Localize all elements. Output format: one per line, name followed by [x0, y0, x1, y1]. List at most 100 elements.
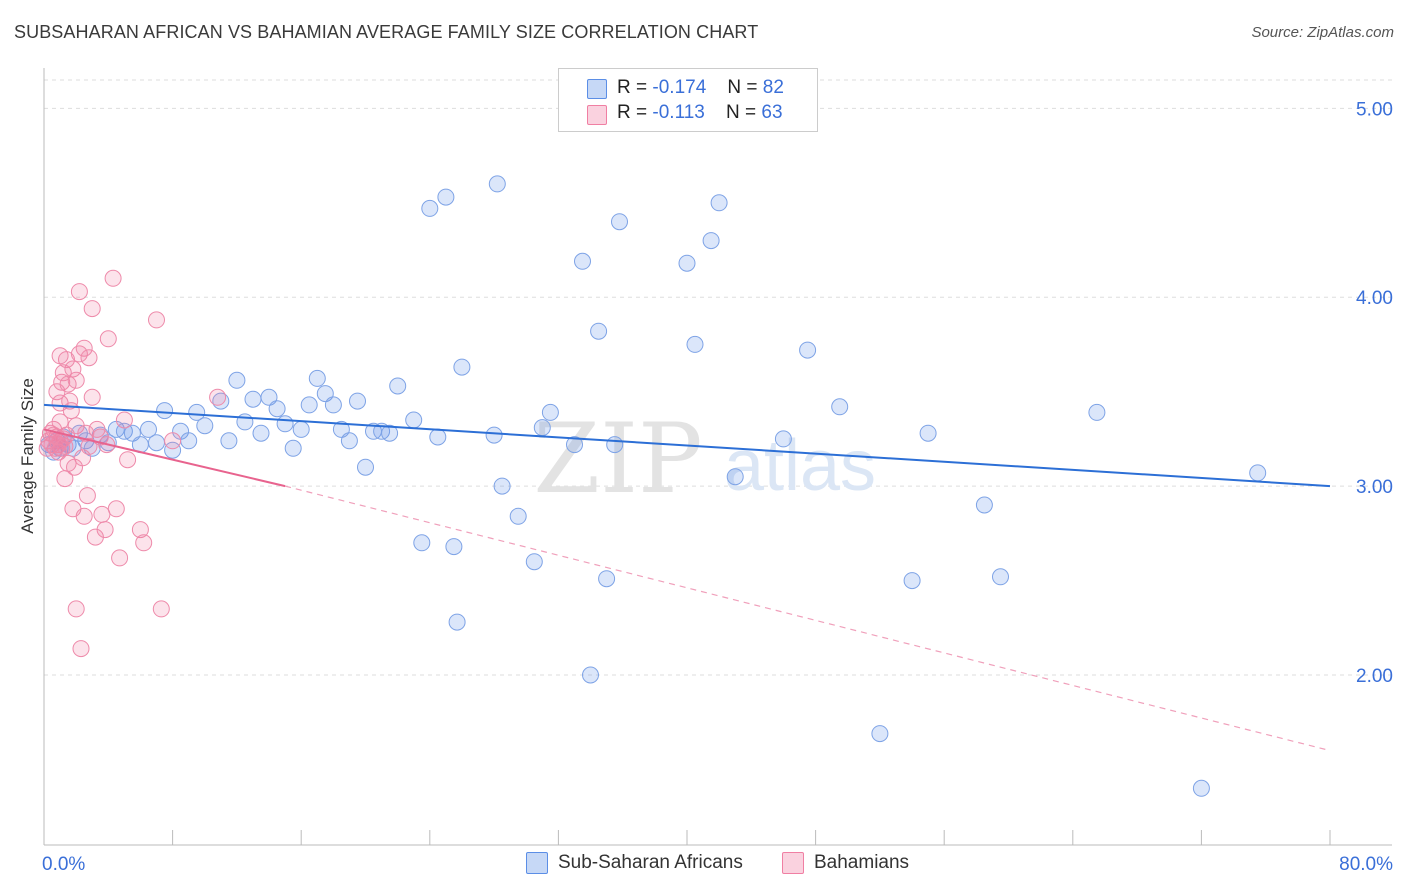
- subsaharan-point: [975, 496, 993, 514]
- bahamian-point: [148, 311, 165, 329]
- legend-row-subsaharan: R = -0.174 N = 82: [617, 77, 784, 99]
- subsaharan-point: [140, 420, 157, 438]
- bahamian-point: [77, 424, 95, 442]
- subsaharan-point: [357, 458, 374, 476]
- legend-n-label: N =: [727, 77, 758, 98]
- subsaharan-point: [1249, 464, 1267, 482]
- subsaharan-point: [774, 430, 792, 448]
- bahamian-point: [209, 388, 227, 406]
- y-tick-label: 4.00: [1356, 288, 1393, 309]
- bottom-legend-swatch-subsaharan: [526, 852, 548, 874]
- bahamian-point: [164, 432, 182, 450]
- subsaharan-point: [574, 252, 591, 270]
- legend-r-value: -0.174: [652, 77, 707, 98]
- bahamian-point: [96, 521, 114, 539]
- bahamian-point: [135, 534, 153, 552]
- subsaharan-point: [582, 666, 599, 684]
- watermark-zip: ZIP: [533, 403, 702, 515]
- bottom-legend-swatch-bahamian: [782, 852, 804, 874]
- subsaharan-point: [509, 507, 527, 525]
- legend-swatch-subsaharan: [587, 79, 607, 99]
- y-tick-label: 5.00: [1356, 99, 1393, 120]
- bahamian-point: [54, 364, 72, 382]
- subsaharan-point: [188, 403, 206, 421]
- bahamian-point: [75, 339, 93, 357]
- subsaharan-point: [156, 402, 174, 420]
- bahamian-point: [50, 443, 67, 461]
- subsaharan-point: [340, 432, 358, 450]
- source-label: Source: ZipAtlas.com: [1251, 24, 1394, 41]
- subsaharan-point: [284, 439, 302, 457]
- bahamian-point: [115, 411, 133, 429]
- subsaharan-point: [903, 572, 921, 590]
- x-tick-label: 0.0%: [42, 854, 85, 875]
- bahamian-point: [64, 360, 82, 378]
- subsaharan-point: [678, 254, 696, 272]
- bahamian-trend-extension: [284, 485, 1331, 752]
- subsaharan-point: [405, 411, 423, 429]
- subsaharan-point: [831, 398, 849, 416]
- subsaharan-point: [992, 568, 1009, 586]
- subsaharan-point: [437, 188, 455, 206]
- subsaharan-point: [220, 432, 238, 450]
- subsaharan-point: [324, 396, 342, 414]
- subsaharan-point: [590, 322, 608, 340]
- correlation-legend: R = -0.174 N = 82 R = -0.113 N = 63: [558, 68, 818, 132]
- bahamian-point: [72, 640, 90, 658]
- subsaharan-point: [292, 420, 310, 438]
- bottom-legend-bahamian: Bahamians: [814, 852, 910, 873]
- subsaharan-point: [389, 377, 407, 395]
- bahamian-point: [107, 500, 125, 518]
- bahamian-point: [104, 269, 122, 287]
- subsaharan-trend-line: [43, 403, 1331, 488]
- bahamian-point: [83, 388, 101, 406]
- subsaharan-point: [276, 415, 294, 433]
- bahamian-point: [70, 345, 88, 363]
- bottom-legend-subsaharan: Sub-Saharan Africans: [558, 852, 743, 873]
- bahamian-point: [83, 300, 101, 318]
- y-tick-label: 2.00: [1356, 666, 1393, 687]
- watermark-atlas: atlas: [724, 426, 876, 506]
- subsaharan-point: [485, 426, 503, 444]
- bahamian-trend-line: [43, 428, 286, 488]
- subsaharan-point: [421, 199, 439, 217]
- y-tick-label: 3.00: [1356, 477, 1393, 498]
- subsaharan-point: [710, 194, 728, 212]
- legend-r-label: R =: [617, 77, 648, 98]
- subsaharan-point: [598, 570, 616, 588]
- subsaharan-point: [533, 419, 551, 437]
- bahamian-point: [131, 521, 149, 539]
- bahamian-point: [93, 505, 111, 523]
- subsaharan-point: [308, 369, 326, 387]
- subsaharan-point: [196, 417, 214, 435]
- subsaharan-point: [726, 468, 744, 486]
- subsaharan-point: [445, 538, 463, 556]
- bahamian-point: [70, 283, 88, 301]
- bahamian-point: [78, 487, 96, 505]
- subsaharan-point: [349, 392, 366, 410]
- subsaharan-point: [1088, 403, 1106, 421]
- subsaharan-point: [686, 335, 704, 353]
- bahamian-point: [67, 371, 85, 389]
- subsaharan-point: [871, 725, 889, 743]
- subsaharan-point: [919, 424, 937, 442]
- bahamian-point: [99, 330, 117, 348]
- subsaharan-point: [541, 403, 559, 421]
- subsaharan-point: [611, 213, 628, 231]
- x-tick-label: 80.0%: [1339, 854, 1393, 875]
- subsaharan-point: [799, 341, 817, 359]
- chart-title: SUBSAHARAN AFRICAN VS BAHAMIAN AVERAGE F…: [14, 22, 759, 42]
- bahamian-point: [119, 451, 137, 469]
- subsaharan-point: [164, 441, 182, 459]
- subsaharan-point: [429, 428, 447, 446]
- subsaharan-point: [488, 175, 506, 193]
- bahamian-point: [51, 347, 69, 365]
- subsaharan-point: [448, 613, 466, 631]
- legend-r-label: R =: [617, 102, 648, 123]
- bahamian-point: [59, 375, 77, 393]
- subsaharan-point: [453, 358, 471, 376]
- subsaharan-point: [148, 434, 165, 452]
- subsaharan-point: [606, 436, 624, 454]
- subsaharan-point: [702, 232, 720, 250]
- subsaharan-point: [268, 400, 286, 418]
